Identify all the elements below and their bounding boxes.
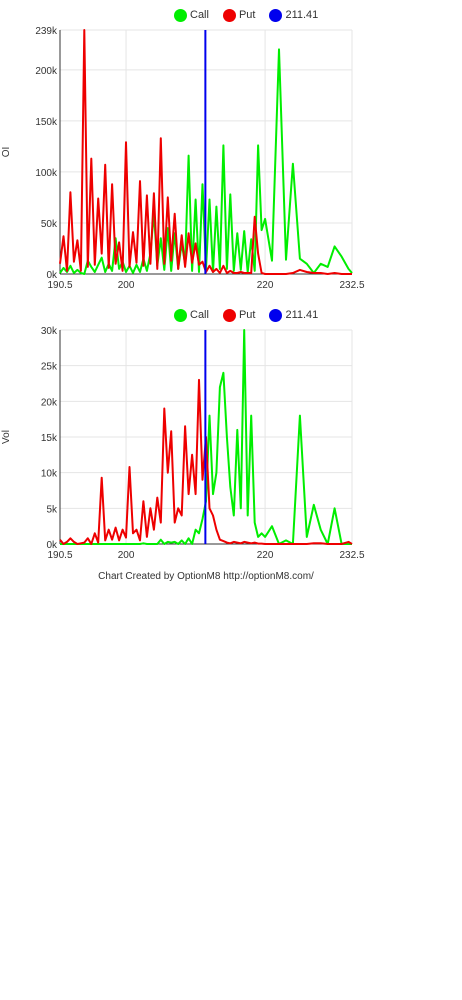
y-tick-label: 100k <box>35 168 58 179</box>
vol-plot-area: 0k 5k 10k 15k 20k 25k 30k 190.5 200 220 232.5 Vol <box>1 326 365 561</box>
y-axis-label: Vol <box>1 430 12 444</box>
x-tick-label: 190.5 <box>47 550 72 561</box>
legend-put-label: Put <box>238 9 256 21</box>
y-tick-label: 0k <box>46 270 58 281</box>
y-tick-label: 20k <box>41 397 58 408</box>
legend-call-label: Call <box>190 9 209 21</box>
put-dot-icon <box>222 8 236 22</box>
oi-plot-area: 0k 50k 100k 150k 200k 239k 190.5 200 220 232.5 OI <box>1 26 365 291</box>
y-tick-label: 0k <box>46 540 58 551</box>
x-tick-label: 232.5 <box>339 280 364 291</box>
legend-put[interactable]: Put <box>222 8 256 22</box>
legend-price-label: 211.41 <box>285 9 319 21</box>
legend-put-label: Put <box>238 309 256 321</box>
chart-credit: Chart Created by OptionM8 http://optionM… <box>98 571 314 582</box>
x-tick-label: 220 <box>257 280 274 291</box>
y-tick-label: 5k <box>46 504 58 515</box>
y-tick-label: 150k <box>35 117 58 128</box>
y-tick-label: 200k <box>35 66 58 77</box>
oi-legend: Call Put 211.41 <box>174 7 332 23</box>
y-tick-label: 10k <box>41 469 58 480</box>
y-tick-label: 25k <box>41 362 58 373</box>
y-tick-label: 30k <box>41 326 58 337</box>
oi-chart: Call Put 211.41 0k 50k 100k 150k 200k 239k 190… <box>0 0 462 300</box>
x-tick-label: 190.5 <box>47 280 72 291</box>
x-tick-label: 200 <box>118 550 135 561</box>
legend-call[interactable]: Call <box>174 8 209 22</box>
legend-price[interactable]: 211.41 <box>269 8 319 22</box>
legend-put[interactable]: Put <box>222 308 256 322</box>
y-tick-label: 50k <box>41 219 58 230</box>
legend-call[interactable]: Call <box>174 308 209 322</box>
vol-legend: Call Put 211.41 <box>174 307 332 323</box>
series-line-call <box>60 329 352 545</box>
y-axis-label: OI <box>1 147 12 158</box>
call-dot-icon <box>174 308 187 322</box>
series-line-put <box>59 29 352 275</box>
legend-call-label: Call <box>190 309 209 321</box>
y-tick-label: 239k <box>35 26 58 37</box>
put-dot-icon <box>222 308 236 322</box>
series-line-put <box>59 378 353 545</box>
legend-price[interactable]: 211.41 <box>269 308 319 322</box>
legend-price-label: 211.41 <box>285 309 319 321</box>
call-dot-icon <box>174 8 187 22</box>
x-tick-label: 232.5 <box>339 550 364 561</box>
vol-chart: Call Put 211.41 0k 5k 10k 15k 20k 25k 30k 190.5… <box>0 300 462 570</box>
y-tick-label: 15k <box>41 433 58 444</box>
price-dot-icon <box>269 8 283 22</box>
x-tick-label: 200 <box>118 280 135 291</box>
price-dot-icon <box>269 308 283 322</box>
x-tick-label: 220 <box>257 550 274 561</box>
